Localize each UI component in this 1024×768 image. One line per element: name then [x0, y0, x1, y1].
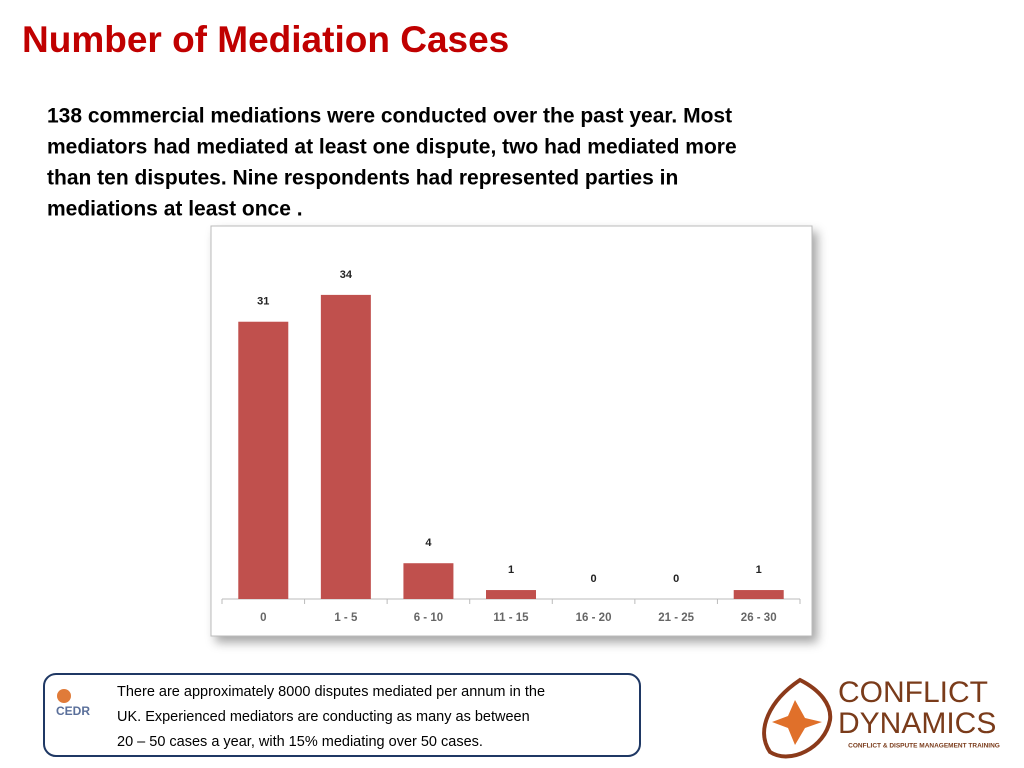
x-tick-label: 16 - 20: [576, 612, 612, 624]
bar: [486, 590, 536, 599]
cedr-logo: CEDR: [56, 704, 90, 718]
data-label: 31: [257, 296, 269, 308]
body-line: mediations at least once .: [47, 198, 303, 221]
cedr-icon: [57, 689, 71, 703]
note-line: 20 – 50 cases a year, with 15% mediating…: [117, 734, 483, 750]
bar: [320, 294, 371, 599]
body-line: 138 commercial mediations were conducted…: [47, 105, 732, 128]
bar: [238, 321, 289, 599]
x-tick-label: 26 - 30: [741, 612, 777, 624]
body-line: mediators had mediated at least one disp…: [47, 136, 737, 159]
data-label: 1: [508, 564, 514, 576]
data-label: 0: [673, 573, 679, 585]
data-label: 0: [591, 573, 597, 585]
x-tick-label: 0: [260, 612, 266, 624]
brand-line1: CONFLICT: [838, 676, 988, 709]
bar: [733, 590, 784, 599]
x-tick-label: 11 - 15: [493, 612, 529, 624]
bar: [403, 563, 454, 599]
x-tick-label: 21 - 25: [658, 612, 694, 624]
note-box: [43, 673, 641, 757]
data-label: 34: [340, 269, 353, 281]
chart: 0 31 1 - 5 34 6 - 10 4 11 - 15 1 16 - 20 0 21 - 25…: [221, 269, 801, 624]
body-text: 138 commercial mediations were conducted…: [47, 105, 737, 221]
x-tick-label: 1 - 5: [334, 612, 358, 624]
x-tick-label: 6 - 10: [414, 612, 443, 624]
body-line: than ten disputes. Nine respondents had …: [47, 167, 678, 190]
brand-tagline: CONFLICT & DISPUTE MANAGEMENT TRAINING: [848, 743, 1000, 750]
slide-title: Number of Mediation Cases: [22, 19, 509, 60]
chart-frame: [210, 225, 813, 637]
data-label: 1: [756, 564, 762, 576]
brand-icon: [762, 677, 833, 759]
data-label: 4: [425, 537, 432, 549]
brand-line2: DYNAMICS: [838, 707, 996, 740]
note-line: UK. Experienced mediators are conducting…: [117, 709, 530, 725]
note-line: There are approximately 8000 disputes me…: [117, 684, 545, 700]
note-text: There are approximately 8000 disputes me…: [117, 684, 545, 750]
